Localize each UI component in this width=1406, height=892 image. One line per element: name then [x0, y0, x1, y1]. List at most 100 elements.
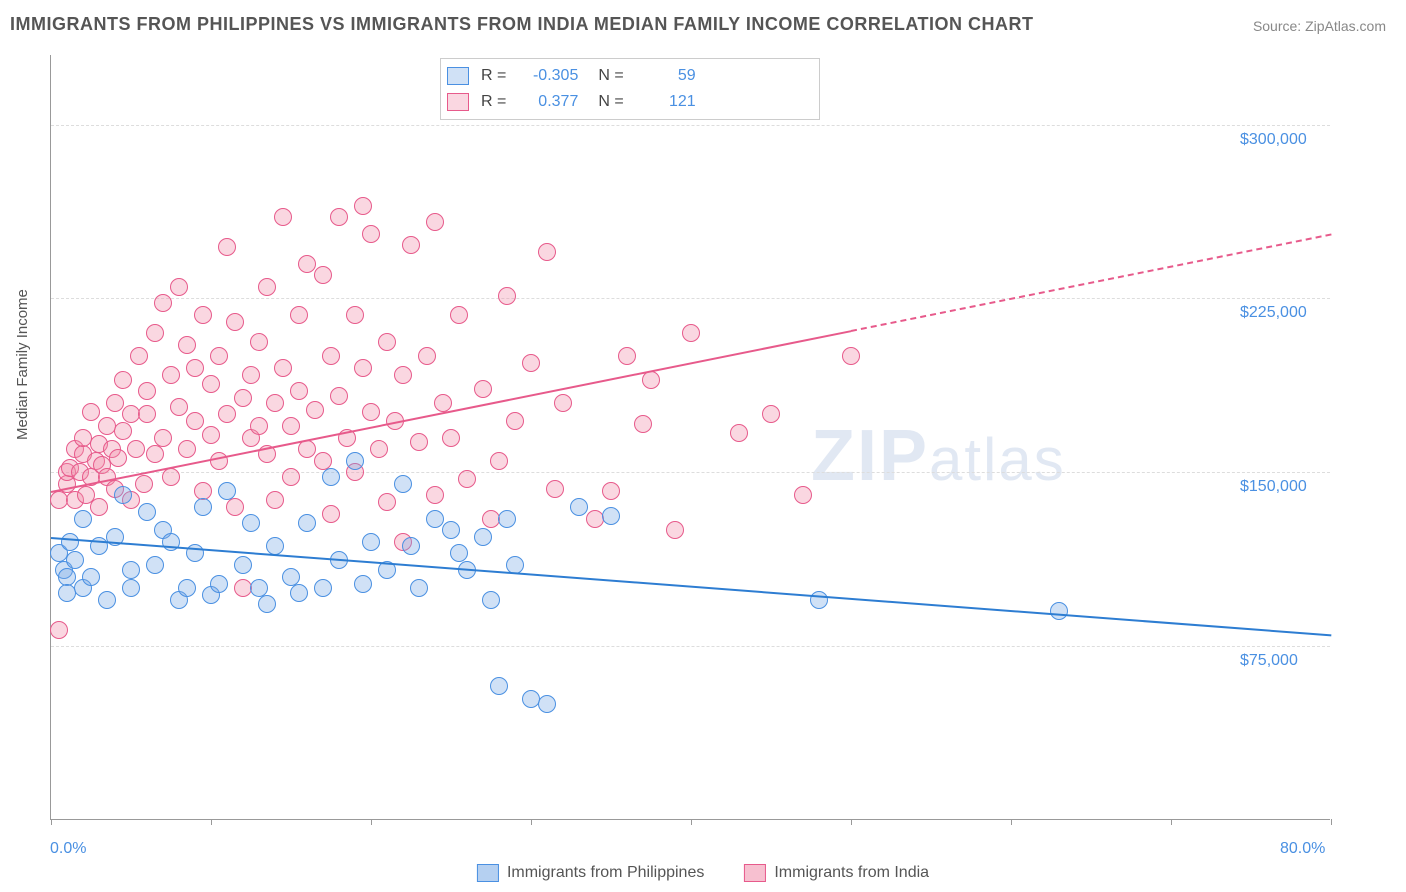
x-tick	[211, 819, 212, 825]
data-point	[442, 429, 460, 447]
data-point	[314, 266, 332, 284]
data-point	[434, 394, 452, 412]
data-point	[194, 498, 212, 516]
data-point	[290, 382, 308, 400]
data-point	[202, 375, 220, 393]
data-point	[106, 394, 124, 412]
data-point	[242, 514, 260, 532]
data-point	[66, 551, 84, 569]
legend-r-value: -0.305	[514, 67, 578, 85]
data-point	[426, 486, 444, 504]
data-point	[186, 359, 204, 377]
data-point	[418, 347, 436, 365]
data-point	[762, 405, 780, 423]
data-point	[146, 445, 164, 463]
plot-area: ZIPatlas	[50, 55, 1330, 820]
data-point	[114, 371, 132, 389]
data-point	[226, 498, 244, 516]
data-point	[234, 556, 252, 574]
x-tick	[851, 819, 852, 825]
data-point	[282, 468, 300, 486]
data-point	[170, 398, 188, 416]
data-point	[410, 433, 428, 451]
data-point	[482, 591, 500, 609]
watermark-zip: ZIP	[811, 416, 929, 496]
data-point	[394, 475, 412, 493]
data-point	[602, 507, 620, 525]
data-point	[362, 403, 380, 421]
data-point	[362, 225, 380, 243]
data-point	[426, 213, 444, 231]
data-point	[602, 482, 620, 500]
legend-item: Immigrants from India	[744, 864, 929, 882]
data-point	[122, 579, 140, 597]
legend-row: R = -0.305 N = 59	[447, 63, 813, 89]
source-name: ZipAtlas.com	[1305, 18, 1386, 34]
data-point	[114, 422, 132, 440]
data-point	[402, 236, 420, 254]
data-point	[666, 521, 684, 539]
x-tick	[691, 819, 692, 825]
data-point	[322, 505, 340, 523]
data-point	[810, 591, 828, 609]
data-point	[290, 584, 308, 602]
legend-r-label: R =	[481, 93, 506, 111]
data-point	[378, 493, 396, 511]
data-point	[370, 440, 388, 458]
legend-r-value: 0.377	[514, 93, 578, 111]
data-point	[234, 389, 252, 407]
data-point	[586, 510, 604, 528]
legend-r-label: R =	[481, 67, 506, 85]
x-tick	[1171, 819, 1172, 825]
source-attribution: Source: ZipAtlas.com	[1253, 18, 1386, 34]
data-point	[82, 403, 100, 421]
x-tick-label: 0.0%	[50, 840, 86, 858]
y-tick-label: $225,000	[1240, 304, 1307, 322]
gridline	[51, 646, 1330, 647]
data-point	[498, 510, 516, 528]
data-point	[210, 347, 228, 365]
legend-correlation-box: R =-0.305N =59R =0.377N =121	[440, 58, 820, 120]
data-point	[218, 482, 236, 500]
data-point	[682, 324, 700, 342]
data-point	[442, 521, 460, 539]
data-point	[354, 197, 372, 215]
data-point	[378, 333, 396, 351]
data-point	[61, 533, 79, 551]
gridline	[51, 298, 1330, 299]
x-tick	[1331, 819, 1332, 825]
data-point	[154, 429, 172, 447]
data-point	[186, 412, 204, 430]
data-point	[122, 561, 140, 579]
watermark-atlas: atlas	[929, 426, 1066, 493]
data-point	[730, 424, 748, 442]
legend-n-label: N =	[598, 93, 623, 111]
x-tick	[371, 819, 372, 825]
data-point	[135, 475, 153, 493]
data-point	[138, 503, 156, 521]
data-point	[490, 677, 508, 695]
data-point	[266, 491, 284, 509]
y-axis-label: Median Family Income	[14, 289, 31, 440]
data-point	[346, 306, 364, 324]
legend-n-value: 59	[632, 67, 696, 85]
data-point	[450, 306, 468, 324]
legend-swatch	[447, 93, 469, 111]
data-point	[50, 621, 68, 639]
data-point	[274, 359, 292, 377]
data-point	[127, 440, 145, 458]
data-point	[538, 695, 556, 713]
data-point	[146, 556, 164, 574]
data-point	[498, 287, 516, 305]
watermark: ZIPatlas	[811, 415, 1066, 497]
data-point	[522, 354, 540, 372]
data-point	[242, 366, 260, 384]
gridline	[51, 472, 1330, 473]
x-tick	[51, 819, 52, 825]
data-point	[554, 394, 572, 412]
legend-bottom: Immigrants from PhilippinesImmigrants fr…	[477, 864, 929, 882]
x-tick	[531, 819, 532, 825]
data-point	[506, 412, 524, 430]
legend-n-label: N =	[598, 67, 623, 85]
legend-swatch	[447, 67, 469, 85]
